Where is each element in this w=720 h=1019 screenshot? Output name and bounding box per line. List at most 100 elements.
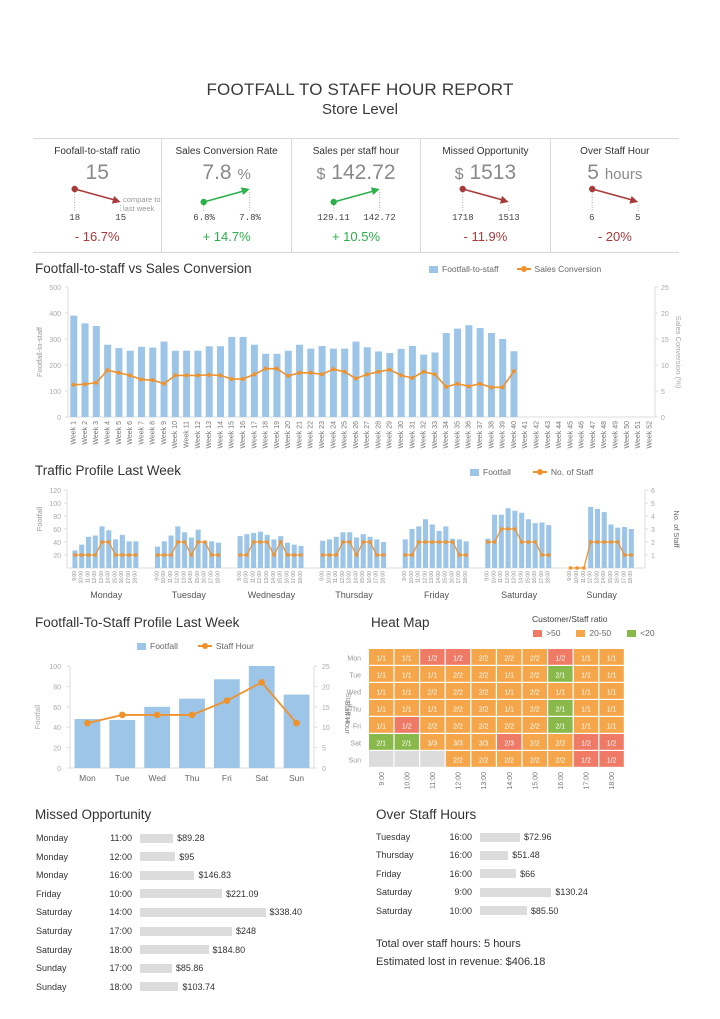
bar (360, 534, 366, 568)
bar (465, 325, 473, 417)
list-time: 16:00 (449, 832, 472, 842)
y-axis-title: Staff Hour (344, 693, 351, 725)
x-tick-label: Week 9 (161, 421, 168, 445)
kpi-card-footfall-ratio: Foofall-to-staff ratio 15 18 15 - 16.7% compa… (33, 139, 163, 252)
list-item: Monday 16:00 $146.83 (36, 869, 231, 881)
heat-cell (548, 751, 573, 767)
line-point (116, 370, 121, 375)
legend-label-footfall: Footfall (150, 641, 178, 651)
y-tick-label: 0 (57, 415, 61, 422)
heat-cell (369, 666, 394, 682)
y-tick-label: 100 (49, 664, 61, 671)
heat-cell (497, 751, 522, 767)
line-point (155, 553, 160, 557)
x-tick-label: 14:00 (353, 571, 359, 584)
x-tick-label: Week 14 (217, 421, 224, 449)
list-item: Saturday 10:00 $85.50 (376, 905, 558, 917)
line-point (513, 527, 517, 531)
y2-tick-label: 2 (651, 540, 655, 547)
heat-cell (471, 734, 496, 750)
cell-label: 1/1 (607, 689, 617, 696)
line-point (71, 382, 76, 387)
heat-cell (548, 649, 573, 665)
heat-cell (445, 700, 471, 716)
cell-label: 1/2 (581, 740, 591, 747)
line-point (399, 373, 404, 378)
list-time: 18:00 (109, 944, 132, 955)
x-tick-label: 16:00 (284, 571, 290, 584)
bar (183, 350, 191, 417)
cell-label: 3/3 (428, 740, 438, 747)
line-point (86, 553, 91, 557)
bar (601, 512, 607, 568)
staff-line (322, 541, 384, 557)
bar (539, 522, 545, 568)
col-label: 16:00 (558, 772, 565, 790)
line-point (526, 540, 531, 544)
list-bar (480, 850, 509, 860)
x-tick-label: 15:00 (525, 571, 531, 584)
x-tick-label: Week 46 (579, 421, 586, 449)
line-point (229, 377, 234, 382)
cell-label: 1/1 (376, 672, 386, 679)
profile-chart: 0 20 40 60 80 100 0 5 10 15 20 25 Footfall Staff Hour… (33, 664, 352, 783)
y-tick-label: 60 (53, 705, 61, 712)
line-point (162, 553, 166, 557)
line-point (238, 553, 242, 557)
arrow-head-icon (370, 187, 380, 196)
x-tick-label: 13:00 (512, 571, 518, 584)
trend-down-arrow-icon (71, 185, 122, 211)
cell-label: 2/2 (530, 740, 540, 747)
x-tick-label: Week 34 (443, 421, 450, 449)
bar (194, 350, 202, 417)
list-day: Tuesday (376, 832, 411, 842)
x-tick-label: 18:00 (215, 571, 221, 584)
line-point (387, 367, 392, 372)
x-tick-label: Week 38 (488, 421, 495, 449)
list-value: $130.24 (555, 887, 588, 898)
x-tick-label: 18:00 (298, 571, 304, 584)
x-tick-label: Week 26 (353, 421, 360, 449)
heat-cell (445, 717, 471, 733)
line-point (451, 540, 455, 544)
cell-label: 2/1 (556, 706, 566, 713)
list-item: Monday 11:00 $89.28 (36, 832, 205, 844)
kpi-number: 5 (587, 161, 599, 184)
line-point (568, 566, 572, 570)
traffic-chart: 20 40 60 80 100 120 1 2 3 4 5 6 Footfall No. of Staff… (35, 488, 681, 600)
kpi-unit: hours (604, 166, 643, 183)
arrow-head-icon (500, 195, 509, 204)
x-tick-label: 16:00 (367, 571, 373, 584)
list-item: Saturday 9:00 $130.24 (376, 886, 588, 898)
y2-axis-title: Sales Conversion (%) (674, 316, 683, 389)
line-point (94, 380, 99, 385)
list-bar (140, 852, 176, 862)
x-tick-label: 16:00 (119, 571, 125, 584)
y-tick-label: 20 (53, 746, 61, 753)
list-day: Sunday (36, 963, 67, 974)
heat-cell (548, 700, 573, 716)
legend-label-sales-conversion: Sales Conversion (534, 264, 602, 274)
staff-line (570, 541, 632, 569)
heat-cell (573, 649, 599, 665)
heat-cell (522, 649, 547, 665)
list-day: Saturday (36, 944, 73, 955)
list-value: $85.50 (530, 905, 559, 916)
list-day: Monday (36, 833, 69, 843)
heat-cell (573, 734, 599, 750)
line-point (547, 553, 551, 557)
y-tick-label: 40 (53, 540, 61, 547)
y2-tick-label: 20 (322, 684, 330, 691)
list-time: 12:00 (109, 851, 132, 862)
x-tick-label: Week 44 (556, 421, 563, 449)
bar (375, 351, 383, 417)
cell-label: 2/2 (479, 672, 489, 679)
x-tick-label: Week 45 (567, 421, 574, 449)
staff-line (74, 541, 136, 556)
bar (363, 347, 371, 417)
heat-cell (497, 649, 522, 665)
line-point (196, 540, 200, 544)
list-day: Friday (36, 888, 62, 899)
bar (431, 352, 439, 417)
cell-label: 2/2 (556, 757, 566, 764)
